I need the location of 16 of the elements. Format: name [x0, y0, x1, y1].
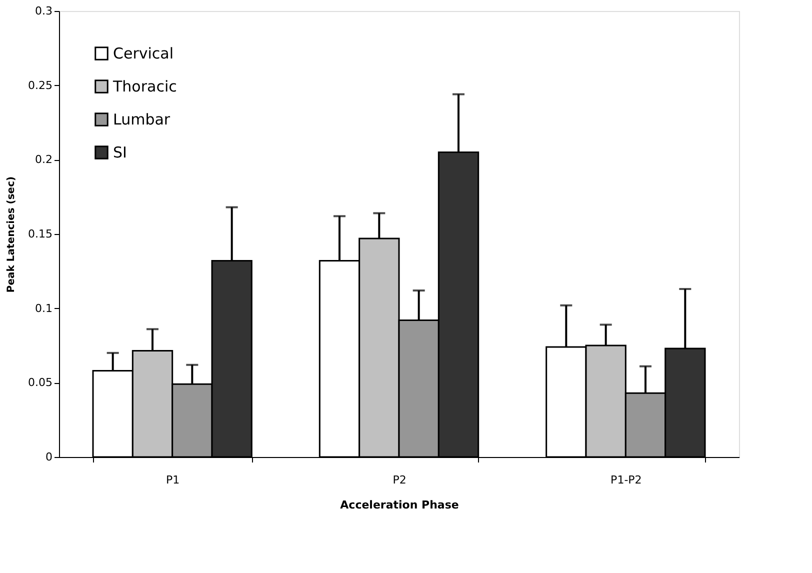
y-tick-label: 0.2: [35, 153, 52, 166]
y-tick-label: 0.25: [28, 78, 52, 92]
y-tick-label: 0.15: [28, 228, 52, 240]
legend-label: SI: [113, 144, 127, 162]
legend-label: Cervical: [113, 44, 174, 62]
legend-label: Thoracic: [112, 78, 177, 96]
x-tick-label: P2: [392, 474, 406, 486]
x-tick-label: P1-P2: [610, 474, 642, 486]
y-tick-label: 0: [46, 450, 52, 464]
y-tick-label: 0.05: [28, 376, 52, 390]
x-tick-label: P1: [166, 474, 180, 486]
x-axis-title: Acceleration Phase: [340, 498, 459, 512]
y-tick-label: 0.3: [35, 4, 52, 18]
y-tick-label: 0.1: [35, 302, 52, 315]
legend-label: Lumbar: [113, 110, 171, 128]
y-axis-title: Peak Latencies (sec): [6, 176, 18, 293]
